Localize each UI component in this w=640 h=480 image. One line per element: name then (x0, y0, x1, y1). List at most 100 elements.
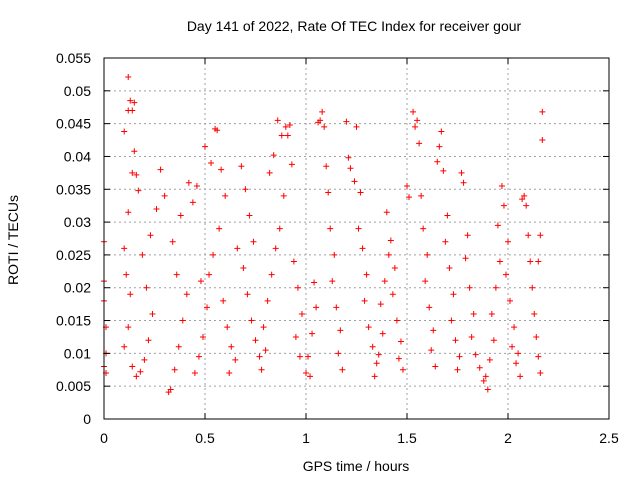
data-point (500, 202, 507, 209)
x-tick-label: 2.5 (599, 430, 619, 446)
data-point (167, 386, 174, 393)
data-point (331, 251, 338, 258)
data-point (412, 123, 419, 130)
data-point (537, 232, 544, 239)
data-point (486, 356, 493, 363)
data-point (139, 251, 146, 258)
data-point (476, 364, 483, 371)
y-tick-label: 0.02 (64, 280, 91, 296)
data-point (444, 212, 451, 219)
x-tick-label: 1.5 (397, 430, 417, 446)
data-point (290, 258, 297, 265)
data-point (256, 353, 263, 360)
data-point (125, 209, 132, 216)
data-point (397, 338, 404, 345)
data-point (458, 169, 465, 176)
data-point (177, 212, 184, 219)
data-point (193, 182, 200, 189)
data-point (494, 222, 501, 229)
data-point (511, 324, 518, 331)
data-point (147, 232, 154, 239)
data-point (199, 333, 206, 340)
data-point (264, 297, 271, 304)
data-point (135, 187, 142, 194)
data-point (385, 251, 392, 258)
data-point (446, 265, 453, 272)
data-point (278, 132, 285, 139)
data-point (204, 304, 211, 311)
data-point (333, 304, 340, 311)
y-tick-label: 0.035 (56, 181, 91, 197)
data-point (410, 108, 417, 115)
data-point (371, 373, 378, 380)
data-point (496, 258, 503, 265)
data-point (216, 225, 223, 232)
y-tick-label: 0.055 (56, 50, 91, 66)
data-point (513, 360, 520, 367)
data-point (472, 351, 479, 358)
data-point (456, 353, 463, 360)
data-point (123, 271, 130, 278)
data-point (195, 353, 202, 360)
plot-frame (103, 57, 610, 420)
data-point (537, 370, 544, 377)
data-point (430, 327, 437, 334)
data-point (252, 337, 259, 344)
data-point (406, 194, 413, 201)
data-point (127, 97, 134, 104)
data-point (375, 351, 382, 358)
data-point (515, 350, 522, 357)
data-point (533, 333, 540, 340)
data-point (492, 284, 499, 291)
data-point (426, 304, 433, 311)
data-point (127, 291, 134, 298)
data-point (329, 278, 336, 285)
data-point (262, 347, 269, 354)
data-point (529, 284, 536, 291)
data-point (191, 370, 198, 377)
data-point (133, 171, 140, 178)
data-point (125, 74, 132, 81)
data-point (240, 265, 247, 272)
data-point (365, 324, 372, 331)
x-tick-label: 0 (100, 430, 108, 446)
data-point (369, 343, 376, 350)
data-point (292, 333, 299, 340)
data-point (202, 143, 208, 150)
data-point (313, 304, 320, 311)
data-point (157, 166, 164, 173)
data-point (228, 343, 235, 350)
data-point (420, 225, 427, 232)
axis-ticks: 0 0.005 0.01 0.015 0.02 0.025 0.03 0.035 0.04 0.0… (56, 50, 619, 446)
data-point (129, 363, 136, 370)
data-point (323, 163, 330, 170)
data-point (161, 192, 168, 199)
data-point (121, 245, 128, 252)
data-point (335, 350, 342, 357)
data-point (218, 166, 225, 173)
data-point (505, 238, 511, 245)
data-point (309, 330, 316, 337)
data-point (303, 370, 309, 377)
data-point (143, 284, 150, 291)
data-point (395, 355, 402, 362)
data-point (432, 363, 439, 370)
data-point (381, 278, 388, 285)
data-point (484, 386, 491, 393)
data-point (141, 356, 148, 363)
data-point (422, 278, 429, 285)
data-point (391, 265, 398, 272)
y-tick-label: 0 (83, 411, 91, 427)
data-point (175, 343, 182, 350)
data-point (183, 291, 190, 298)
data-point (232, 356, 239, 363)
data-point (357, 189, 364, 196)
data-point (246, 212, 253, 219)
data-point (343, 118, 350, 125)
data-point (523, 202, 530, 209)
data-point (214, 127, 221, 134)
x-tick-label: 2 (504, 430, 512, 446)
data-point (250, 238, 257, 245)
data-point (448, 317, 455, 324)
data-point (319, 108, 326, 115)
